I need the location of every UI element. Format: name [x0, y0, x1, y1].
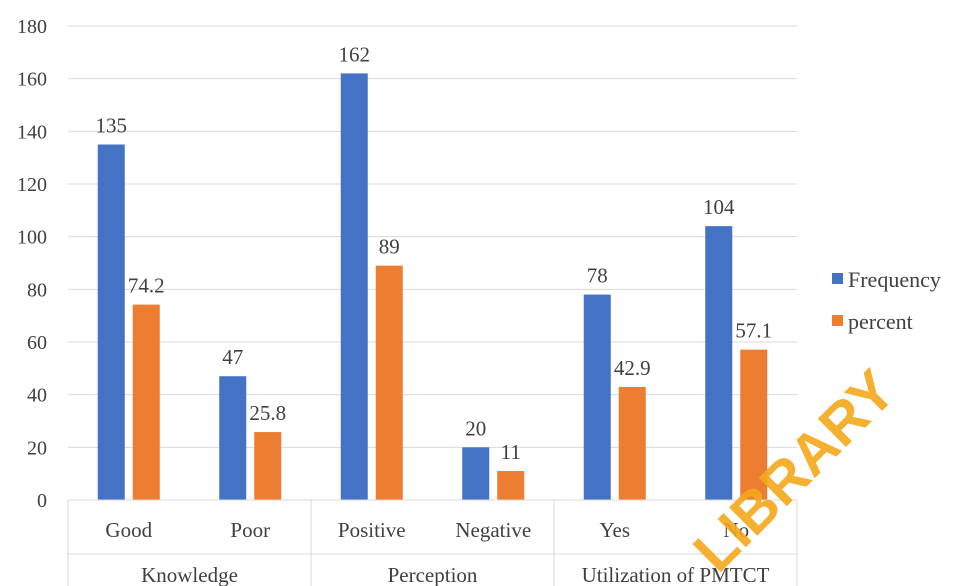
bar-frequency-negative: [462, 447, 490, 500]
bars: [97, 73, 768, 501]
y-tick-label: 140: [17, 121, 47, 143]
bar-percent-negative: [497, 471, 525, 500]
data-label-percent-poor: 25.8: [249, 401, 286, 425]
data-label-percent-negative: 11: [501, 440, 521, 464]
data-label-percent-positive: 89: [379, 235, 400, 259]
legend-swatch-frequency: [832, 273, 843, 284]
bar-frequency-yes: [583, 294, 611, 500]
data-labels: 135 74.2 47 25.8 162 89 20 11 78 42.9 104 57.1: [96, 42, 773, 464]
data-label-frequency-no: 104: [703, 195, 735, 219]
data-label-percent-good: 74.2: [128, 274, 165, 298]
data-label-frequency-positive: 162: [339, 42, 371, 66]
x-category-label: Yes: [599, 518, 630, 542]
y-tick-label: 120: [17, 174, 47, 196]
y-tick-label: 160: [17, 69, 47, 91]
y-tick-label: 60: [27, 332, 47, 354]
data-label-frequency-negative: 20: [465, 416, 486, 440]
bar-percent-poor: [254, 432, 282, 500]
y-tick-label: 180: [17, 16, 47, 38]
y-axis: 0 20 40 60 80 100 120 140 160 180: [17, 16, 47, 512]
bar-frequency-poor: [219, 376, 247, 500]
y-tick-label: 20: [27, 437, 47, 459]
x-axis: Good Poor Positive Negative Yes No Knowledge Pe…: [67, 499, 798, 586]
data-label-frequency-poor: 47: [222, 345, 243, 369]
bar-percent-no: [740, 349, 768, 500]
legend-label-frequency: Frequency: [848, 267, 941, 292]
x-category-label: Poor: [230, 518, 270, 542]
legend-label-percent: percent: [848, 309, 913, 334]
legend: Frequency percent: [832, 267, 941, 334]
legend-swatch-percent: [832, 315, 843, 326]
data-label-percent-no: 57.1: [735, 319, 772, 343]
x-category-label: No: [723, 518, 749, 542]
bar-percent-positive: [375, 265, 403, 500]
bar-percent-good: [132, 304, 160, 500]
y-tick-label: 0: [37, 490, 47, 512]
x-group-label: Utilization of PMTCT: [582, 563, 770, 586]
x-group-label: Perception: [388, 563, 478, 586]
bar-frequency-positive: [340, 73, 368, 501]
y-tick-label: 80: [27, 279, 47, 301]
bar-percent-yes: [618, 387, 646, 500]
gridlines: [68, 25, 797, 501]
x-group-label: Knowledge: [141, 563, 238, 586]
x-category-label: Negative: [455, 518, 531, 542]
x-category-label: Positive: [338, 518, 406, 542]
data-label-frequency-good: 135: [96, 114, 128, 138]
x-category-label: Good: [105, 518, 152, 542]
data-label-percent-yes: 42.9: [614, 356, 651, 380]
y-tick-label: 100: [17, 227, 47, 249]
data-label-frequency-yes: 78: [587, 264, 608, 288]
y-tick-label: 40: [27, 385, 47, 407]
bar-frequency-good: [97, 144, 125, 500]
bar-frequency-no: [705, 226, 733, 500]
